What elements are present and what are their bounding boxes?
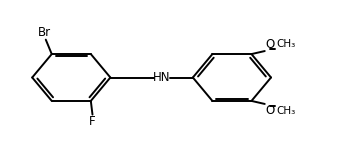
Text: O: O (265, 38, 275, 51)
Text: CH₃: CH₃ (276, 39, 295, 49)
Text: F: F (89, 115, 96, 128)
Text: HN: HN (153, 71, 170, 84)
Text: Br: Br (38, 26, 51, 39)
Text: CH₃: CH₃ (276, 106, 295, 116)
Text: O: O (265, 104, 275, 117)
